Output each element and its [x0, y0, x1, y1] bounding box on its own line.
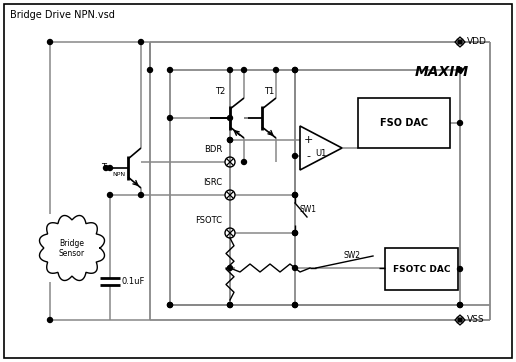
Circle shape [47, 317, 53, 323]
Text: ISRC: ISRC [203, 178, 222, 187]
Circle shape [293, 153, 298, 159]
Text: -: - [306, 151, 310, 161]
Circle shape [107, 165, 112, 171]
Circle shape [241, 160, 247, 164]
Circle shape [293, 231, 298, 236]
FancyBboxPatch shape [385, 248, 458, 290]
Text: U1: U1 [315, 149, 327, 158]
Text: Bridge: Bridge [59, 240, 85, 248]
Circle shape [228, 303, 233, 307]
Circle shape [228, 265, 233, 270]
Circle shape [107, 193, 112, 198]
Text: SW2: SW2 [344, 251, 361, 260]
Text: FSOTC: FSOTC [195, 216, 222, 225]
Text: T: T [101, 163, 106, 172]
Circle shape [168, 303, 172, 307]
Text: BDR: BDR [204, 145, 222, 154]
Circle shape [47, 39, 53, 45]
Circle shape [273, 67, 279, 72]
Circle shape [104, 165, 108, 171]
Circle shape [138, 193, 143, 198]
Circle shape [228, 138, 233, 143]
Text: VDD: VDD [467, 38, 487, 46]
Text: +: + [303, 135, 313, 145]
Circle shape [458, 303, 462, 307]
Text: T1: T1 [264, 87, 274, 96]
Circle shape [458, 121, 462, 126]
Circle shape [293, 265, 298, 270]
Text: 0.1uF: 0.1uF [122, 277, 146, 286]
Circle shape [293, 67, 298, 72]
Circle shape [458, 40, 462, 44]
Text: MAXIM: MAXIM [415, 65, 469, 79]
Circle shape [293, 67, 298, 72]
Text: NPN: NPN [112, 172, 125, 177]
Circle shape [138, 39, 143, 45]
Circle shape [458, 266, 462, 272]
Circle shape [228, 67, 233, 72]
Circle shape [241, 67, 247, 72]
Circle shape [293, 193, 298, 198]
Circle shape [458, 303, 462, 307]
Circle shape [168, 67, 172, 72]
Circle shape [293, 303, 298, 307]
Circle shape [293, 231, 298, 236]
Circle shape [458, 318, 462, 322]
Text: SW1: SW1 [299, 206, 316, 215]
Text: FSO DAC: FSO DAC [380, 118, 428, 128]
FancyBboxPatch shape [4, 4, 512, 358]
Circle shape [168, 303, 172, 307]
Circle shape [293, 303, 298, 307]
Circle shape [293, 193, 298, 198]
Text: Bridge Drive NPN.vsd: Bridge Drive NPN.vsd [10, 10, 115, 20]
Circle shape [228, 138, 233, 143]
Circle shape [228, 115, 233, 121]
Text: T2: T2 [215, 87, 225, 96]
Text: FSOTC DAC: FSOTC DAC [393, 265, 450, 274]
Text: Sensor: Sensor [59, 249, 85, 258]
Circle shape [458, 67, 462, 72]
Circle shape [148, 67, 153, 72]
Circle shape [168, 115, 172, 121]
Text: VSS: VSS [467, 316, 485, 324]
Circle shape [228, 303, 233, 307]
FancyBboxPatch shape [358, 98, 450, 148]
